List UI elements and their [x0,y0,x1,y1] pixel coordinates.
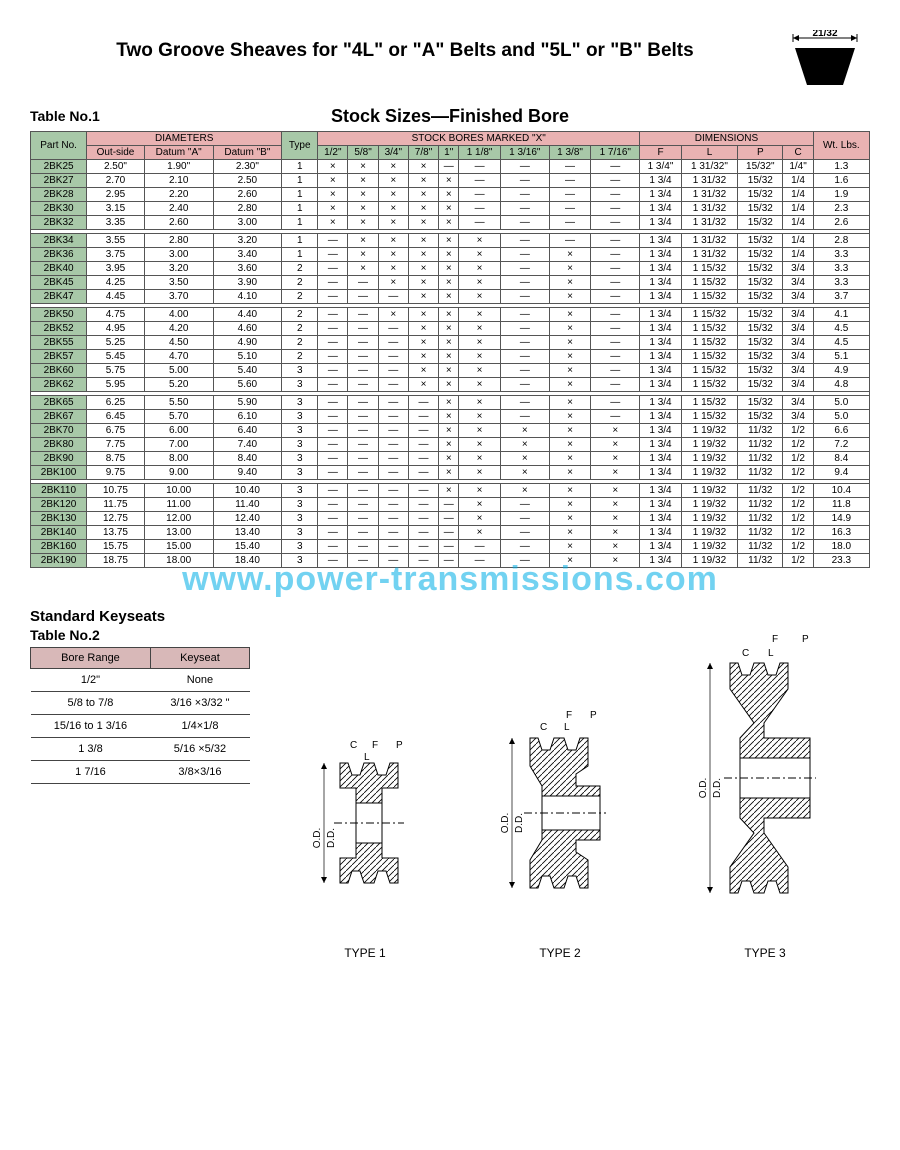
col-part-no: Part No. [31,132,87,160]
table-row: 2BK454.253.503.902——××××—×—1 3/41 15/321… [31,276,870,290]
keyseat-col: Keyseat [150,648,249,669]
col-sub: 3/4" [378,146,408,160]
svg-text:C: C [540,722,547,733]
type1-diagram: O.D. D.D. C F P L [290,718,440,928]
table-row: 2BK14013.7513.0013.403—————×—××1 3/41 19… [31,526,870,540]
svg-text:F: F [772,634,778,645]
table-row: 2BK343.552.803.201—×××××———1 3/41 31/321… [31,234,870,248]
keyseat-table-label: Table No.2 [30,627,250,643]
belt-cross-section-diagram: 21/32 [780,30,870,100]
table-row: 2BK363.753.003.401—×××××—×—1 3/41 31/321… [31,248,870,262]
svg-text:C: C [350,740,357,751]
table-row: 2BK676.455.706.103————××—×—1 3/41 15/321… [31,410,870,424]
col-sub: Out-side [87,146,145,160]
table-row: 2BK807.757.007.403————×××××1 3/41 19/321… [31,438,870,452]
table-row: 2BK16015.7515.0015.403———————××1 3/41 19… [31,540,870,554]
belt-dim-text: 21/32 [812,30,837,39]
col-sub: 1 7/16" [591,146,640,160]
type2-diagram: O.D. D.D. F P C L [480,698,640,928]
svg-text:F: F [372,740,378,751]
table-row: 2BK555.254.504.902———×××—×—1 3/41 15/321… [31,336,870,350]
col-sub: Datum "A" [144,146,213,160]
table-row: 2BK575.454.705.102———×××—×—1 3/41 15/321… [31,350,870,364]
svg-text:L: L [768,648,774,659]
keyseat-title: Standard Keyseats [30,608,250,625]
col-sub: 1 3/16" [500,146,549,160]
type3-diagram: O.D. D.D. F P C L [680,628,850,928]
col-sub: 1 3/8" [549,146,590,160]
col-sub: 1" [439,146,459,160]
col-sub: 7/8" [408,146,438,160]
svg-text:P: P [590,710,597,721]
svg-text:D.D.: D.D. [514,813,525,833]
table-row: 2BK474.453.704.102———×××—×—1 3/41 15/321… [31,290,870,304]
type1-label: TYPE 1 [344,946,385,960]
table-row: 2BK11010.7510.0010.403————×××××1 3/41 19… [31,484,870,498]
svg-text:P: P [802,634,809,645]
table-row: 2BK403.953.203.602—×××××—×—1 3/41 15/321… [31,262,870,276]
col-sub: 1/2" [318,146,348,160]
table-row: 2BK625.955.205.603———×××—×—1 3/41 15/321… [31,378,870,392]
keyseat-row: 5/8 to 7/83/16 ×3/32 " [31,692,250,715]
svg-text:L: L [364,752,370,763]
col-sub: P [738,146,783,160]
keyseat-row: 1/2"None [31,669,250,692]
table-row: 2BK706.756.006.403————×××××1 3/41 19/321… [31,424,870,438]
col-sub: F [640,146,681,160]
col-sub: Datum "B" [213,146,282,160]
table-row: 2BK656.255.505.903————××—×—1 3/41 15/321… [31,396,870,410]
keyseat-table: Bore RangeKeyseat 1/2"None5/8 to 7/83/16… [30,647,250,784]
svg-text:L: L [564,722,570,733]
keyseat-row: 1 7/163/8×3/16 [31,761,250,784]
col-sub: 1 1/8" [459,146,500,160]
col-dimensions: DIMENSIONS [640,132,813,146]
table-row: 2BK13012.7512.0012.403—————×—××1 3/41 19… [31,512,870,526]
table-row: 2BK524.954.204.602———×××—×—1 3/41 15/321… [31,322,870,336]
table-row: 2BK252.50"1.90"2.30"1××××—————1 3/4"1 31… [31,160,870,174]
table-row: 2BK323.352.603.001×××××————1 3/41 31/321… [31,216,870,230]
svg-text:O.D.: O.D. [312,828,323,849]
table-row: 2BK19018.7518.0018.403———————××1 3/41 19… [31,554,870,568]
svg-text:D.D.: D.D. [712,778,723,798]
table-row: 2BK12011.7511.0011.403—————×—××1 3/41 19… [31,498,870,512]
col-type: Type [282,132,318,160]
table-row: 2BK605.755.005.403———×××—×—1 3/41 15/321… [31,364,870,378]
col-diameters: DIAMETERS [87,132,282,146]
type3-label: TYPE 3 [744,946,785,960]
keyseat-row: 1 3/85/16 ×5/32 [31,738,250,761]
svg-text:C: C [742,648,749,659]
svg-text:O.D.: O.D. [698,778,709,799]
type2-label: TYPE 2 [539,946,580,960]
col-sub: 5/8" [348,146,378,160]
col-wt: Wt. Lbs. [813,132,869,160]
table-row: 2BK504.754.004.402——××××—×—1 3/41 15/321… [31,308,870,322]
main-table: Part No. DIAMETERS Type STOCK BORES MARK… [30,131,870,568]
svg-text:D.D.: D.D. [326,828,337,848]
sheave-diagrams: O.D. D.D. C F P L TYPE 1 [270,608,870,960]
keyseat-col: Bore Range [31,648,151,669]
table-row: 2BK303.152.402.801×××××————1 3/41 31/321… [31,202,870,216]
page-subtitle: Stock Sizes—Finished Bore [30,106,870,127]
col-sub: C [783,146,813,160]
table-row: 2BK272.702.102.501×××××————1 3/41 31/321… [31,174,870,188]
col-stock-bores: STOCK BORES MARKED "X" [318,132,640,146]
table-row: 2BK908.758.008.403————×××××1 3/41 19/321… [31,452,870,466]
table-row: 2BK282.952.202.601×××××————1 3/41 31/321… [31,188,870,202]
keyseat-row: 15/16 to 1 3/161/4×1/8 [31,715,250,738]
svg-text:O.D.: O.D. [500,813,511,834]
page-title: Two Groove Sheaves for "4L" or "A" Belts… [30,40,780,62]
col-sub: L [681,146,737,160]
svg-text:F: F [566,710,572,721]
svg-text:P: P [396,740,403,751]
table-row: 2BK1009.759.009.403————×××××1 3/41 19/32… [31,466,870,480]
